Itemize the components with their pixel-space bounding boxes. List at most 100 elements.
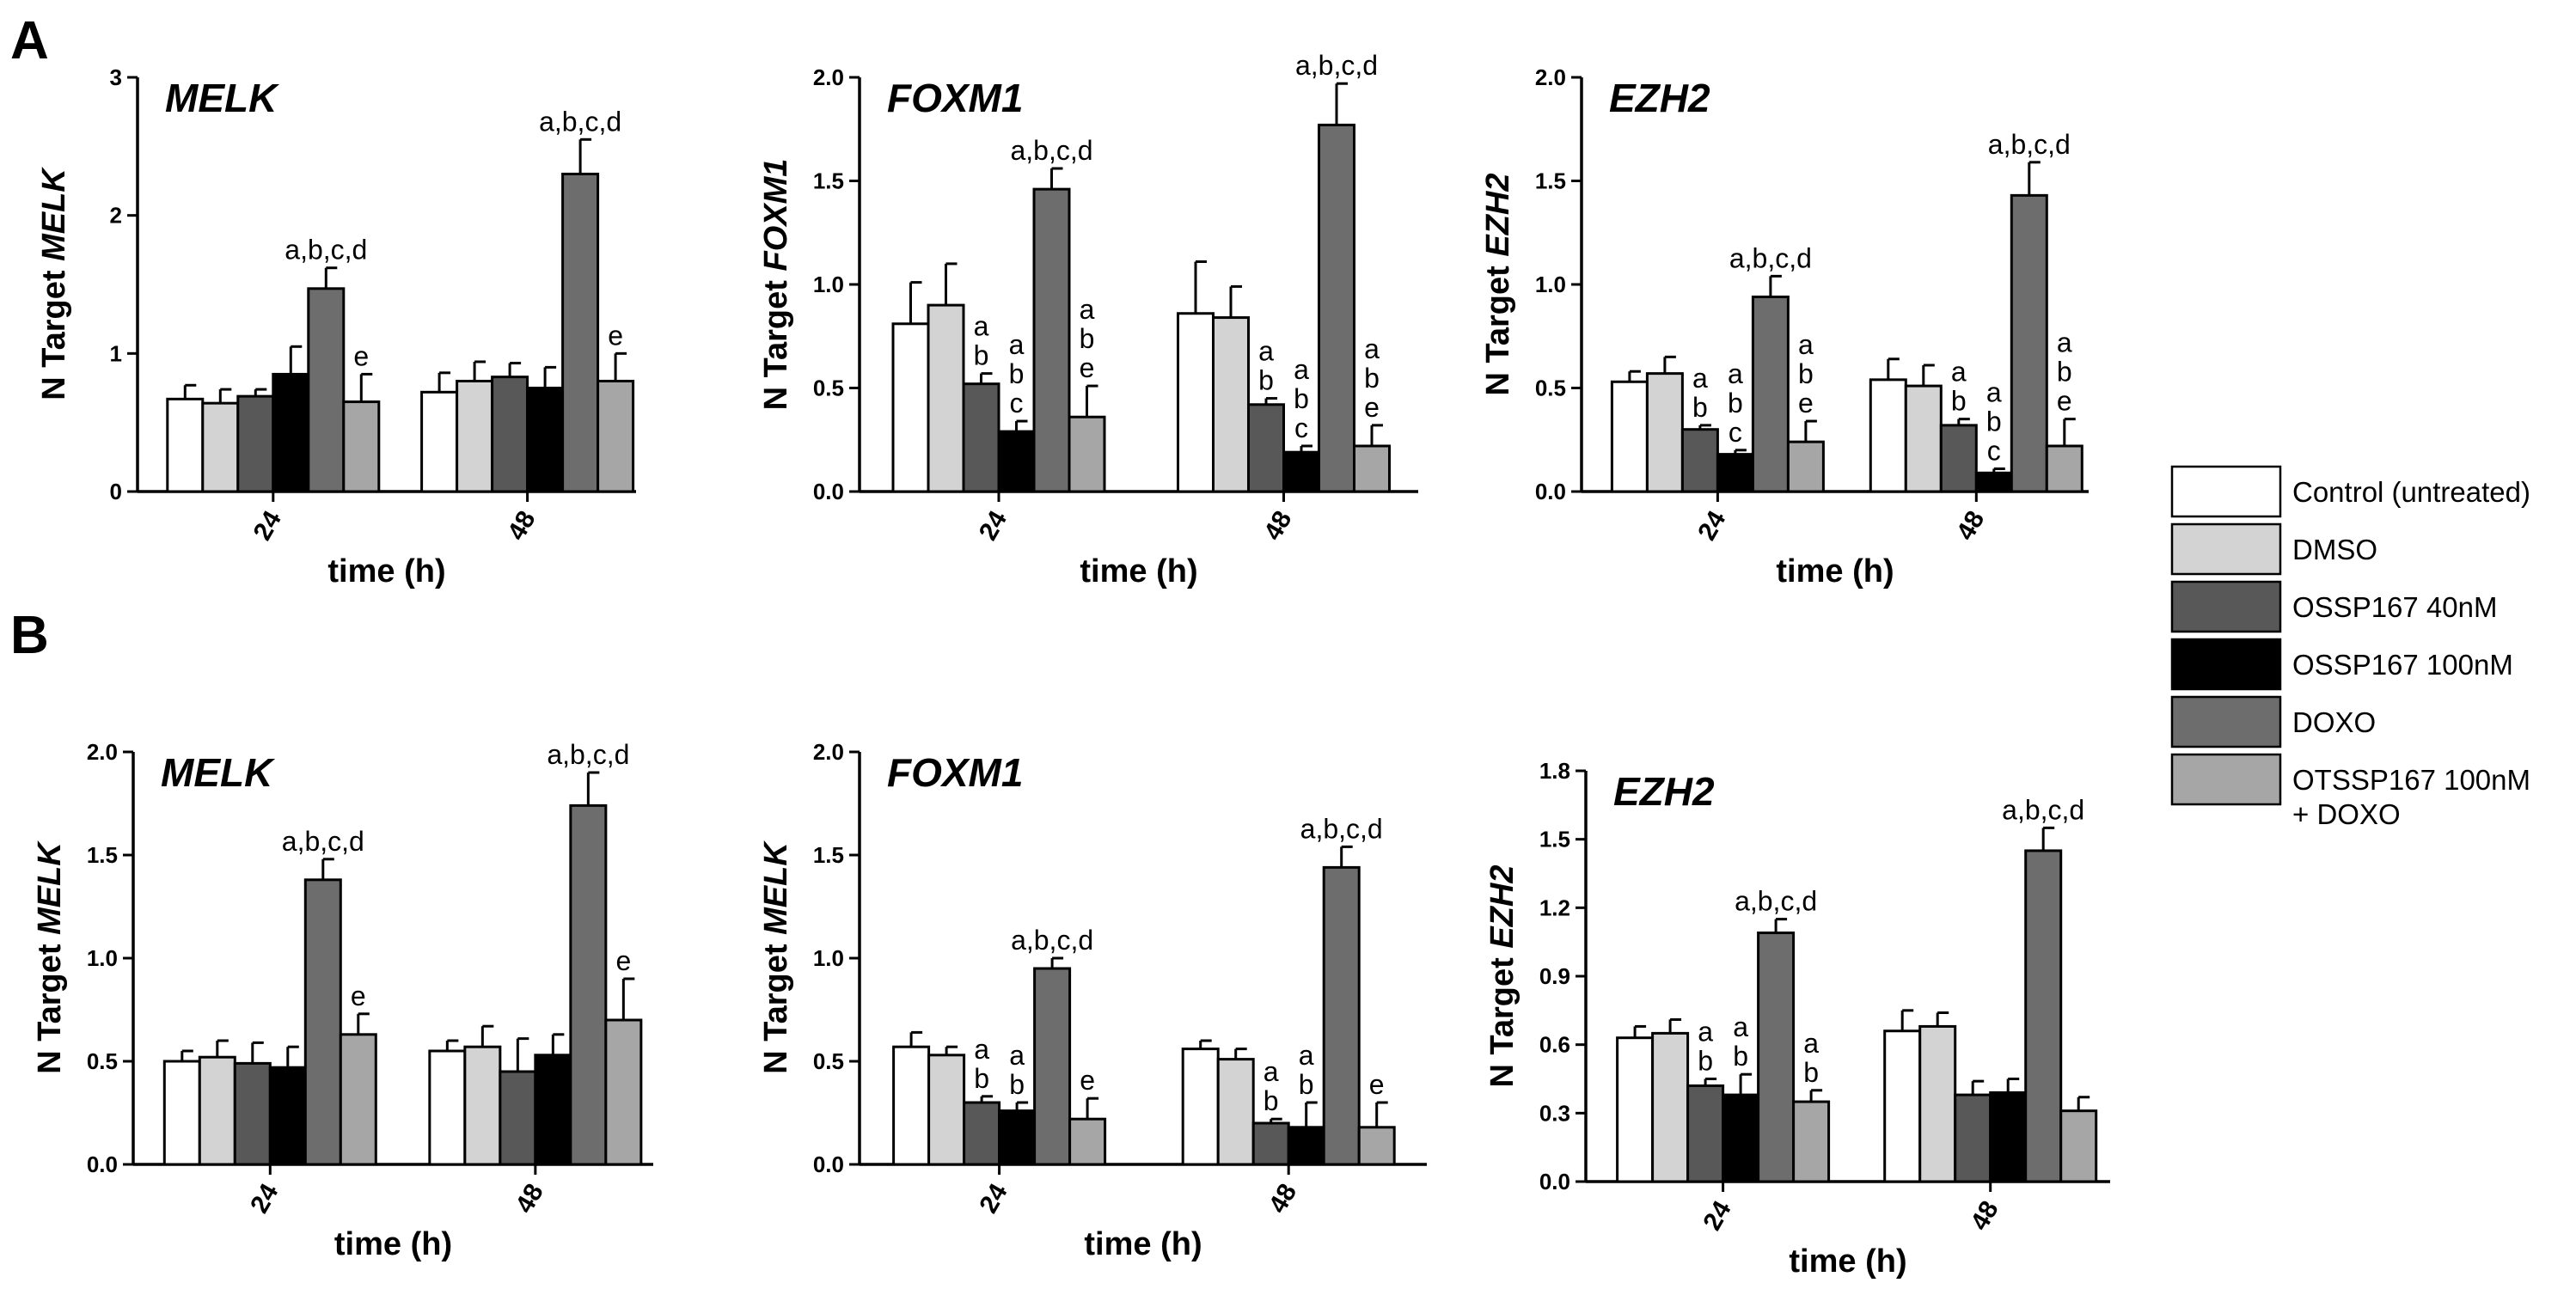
y-axis-label-prefix: N Target xyxy=(758,935,794,1074)
bar-48h-series-2 xyxy=(1939,424,1978,493)
bar-48h-series-0 xyxy=(1177,312,1215,493)
y-tick-label: 0.5 xyxy=(813,376,844,401)
bar-24h-series-3 xyxy=(998,1109,1037,1166)
significance-label: a xyxy=(1009,1040,1025,1071)
significance-label: a xyxy=(1009,329,1025,360)
bar-48h-series-1 xyxy=(1918,1024,1957,1183)
significance-label: b xyxy=(1364,363,1380,394)
bar-48h-series-4 xyxy=(569,803,608,1166)
y-tick-label: 1.5 xyxy=(813,168,844,194)
significance-label: a xyxy=(1986,376,2002,407)
bar-48h-series-1 xyxy=(463,1045,502,1166)
legend-label: OSSP167 40nM xyxy=(2292,591,2497,623)
y-tick-label: 0.0 xyxy=(1539,1169,1570,1194)
bar-48h-series-1 xyxy=(1216,1058,1255,1166)
x-tick-label: 48 xyxy=(1965,1196,2004,1235)
bar-24h-series-2 xyxy=(236,394,275,493)
bar-24h-series-3 xyxy=(997,430,1036,493)
bar-24h-series-2 xyxy=(963,1101,1001,1166)
significance-label: a,b,c,d xyxy=(547,739,629,770)
legend-swatch xyxy=(2170,580,2282,633)
legend-swatch xyxy=(2170,753,2282,806)
y-axis-label: N Target EZH2 xyxy=(1484,864,1521,1087)
y-axis-label-prefix: N Target xyxy=(36,261,72,400)
legend-item: DOXO xyxy=(2170,695,2376,748)
legend: Control (untreated) DMSO OSSP167 40nM OSSP1… xyxy=(2170,465,2530,830)
y-axis-label-prefix: N Target xyxy=(32,935,68,1074)
x-axis-label: time (h) xyxy=(1776,553,1894,590)
significance-label: b xyxy=(1803,1057,1819,1088)
y-axis-label: N Target MELK xyxy=(36,167,72,400)
bar-24h-series-3 xyxy=(268,1066,307,1166)
legend-item: OTSSP167 100nM+ DOXO xyxy=(2170,753,2530,830)
bar-24h-series-1 xyxy=(201,401,240,493)
bar-24h-series-0 xyxy=(1610,380,1649,493)
x-tick-label: 24 xyxy=(974,1179,1013,1219)
chart-title: FOXM1 xyxy=(887,750,1023,795)
y-axis-label-gene: MELK xyxy=(32,840,68,935)
significance-label: a xyxy=(1951,357,1967,388)
bar-24h-series-3 xyxy=(1722,1093,1760,1183)
y-tick-label: 2.0 xyxy=(813,64,844,90)
y-axis-label-gene: EZH2 xyxy=(1480,173,1516,256)
y-tick-label: 1.5 xyxy=(1535,168,1566,194)
bar-24h-series-3 xyxy=(1716,453,1754,493)
legend-swatch xyxy=(2170,638,2282,691)
x-tick-label: 24 xyxy=(974,506,1013,546)
bar-24h-series-0 xyxy=(1616,1036,1655,1183)
significance-label: a,b,c,d xyxy=(1010,135,1092,166)
bar-48h-series-4 xyxy=(2024,849,2063,1183)
bar-48h-series-5 xyxy=(1353,444,1391,493)
bar-24h-series-0 xyxy=(891,322,930,493)
bar-48h-series-0 xyxy=(1883,1029,1922,1183)
significance-label: a,b,c,d xyxy=(1988,129,2071,160)
y-tick-label: 1.0 xyxy=(813,945,844,971)
y-axis-label-prefix: N Target xyxy=(1480,257,1516,396)
bar-48h-series-3 xyxy=(1282,450,1320,493)
significance-label: a xyxy=(974,1034,989,1065)
bar-48h-series-3 xyxy=(1974,471,2013,493)
y-tick-label: 0.0 xyxy=(1535,479,1566,504)
significance-label: a xyxy=(1733,1011,1748,1042)
y-axis-label-gene: MELK xyxy=(758,840,794,935)
legend-label: Control (untreated) xyxy=(2292,476,2530,508)
y-tick-label: 2.0 xyxy=(87,739,118,765)
bar-24h-series-5 xyxy=(1792,1100,1831,1183)
bar-24h-series-3 xyxy=(272,372,310,493)
bar-24h-series-5 xyxy=(1068,415,1106,493)
bar-24h-series-1 xyxy=(927,303,965,493)
bar-48h-series-3 xyxy=(1989,1090,2028,1183)
bar-24h-series-1 xyxy=(1645,372,1684,493)
significance-label: e xyxy=(2057,386,2072,417)
bar-48h-series-2 xyxy=(491,376,529,493)
chart-title: FOXM1 xyxy=(887,76,1023,120)
legend-label: DMSO xyxy=(2292,534,2377,565)
y-tick-label: 1.0 xyxy=(87,945,118,971)
bar-24h-series-4 xyxy=(307,287,346,493)
legend-item: OSSP167 100nM xyxy=(2170,638,2513,691)
chart-title: EZH2 xyxy=(1609,76,1710,120)
significance-label: b xyxy=(1009,1069,1025,1100)
bar-48h-series-0 xyxy=(420,390,459,493)
significance-label: e xyxy=(1369,1069,1385,1100)
significance-label: b xyxy=(1698,1046,1713,1077)
bar-24h-series-1 xyxy=(927,1054,966,1166)
bar-48h-series-2 xyxy=(1247,403,1285,493)
chart-title: MELK xyxy=(161,750,275,795)
bar-48h-series-1 xyxy=(1212,316,1250,493)
significance-label: a xyxy=(1299,1040,1314,1071)
panel-label-a: A xyxy=(10,11,49,70)
bar-48h-series-5 xyxy=(2045,444,2083,493)
bar-24h-series-4 xyxy=(1033,967,1072,1166)
y-tick-label: 0.0 xyxy=(813,479,844,504)
x-axis-label: time (h) xyxy=(1084,1226,1202,1262)
bar-48h-series-4 xyxy=(561,172,600,493)
x-tick-label: 48 xyxy=(1951,506,1990,545)
significance-label: a,b,c,d xyxy=(2002,794,2084,825)
y-axis-label: N Target FOXM1 xyxy=(758,159,794,411)
y-tick-label: 1.5 xyxy=(87,842,118,868)
